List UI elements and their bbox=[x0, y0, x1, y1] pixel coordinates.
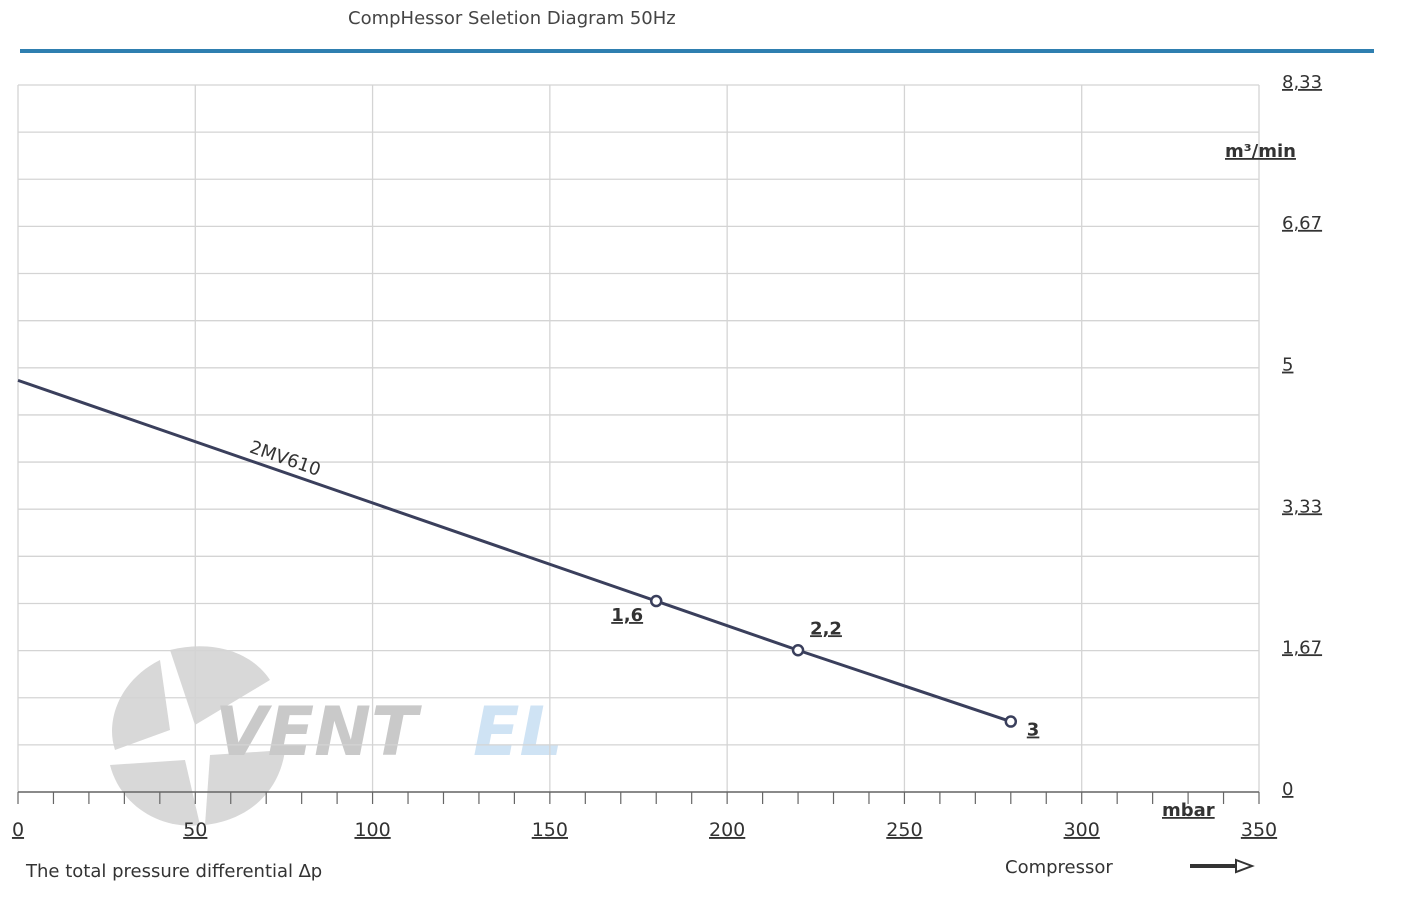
data-point bbox=[649, 594, 663, 608]
logo-text-right: EL bbox=[473, 693, 563, 772]
logo-text-left: VENT bbox=[215, 693, 422, 772]
y-tick-label: 0 bbox=[1282, 779, 1293, 800]
y-axis-unit: m³/min bbox=[1225, 141, 1296, 162]
y-tick-label: 8,33 bbox=[1282, 72, 1322, 93]
x-axis-description: The total pressure differential ∆p bbox=[26, 861, 323, 882]
title-accent-bar bbox=[20, 49, 1374, 53]
x-tick-label: 100 bbox=[354, 819, 390, 841]
x-tick-label: 250 bbox=[886, 819, 922, 841]
y-tick-label: 6,67 bbox=[1282, 213, 1322, 234]
compressor-arrow-icon bbox=[1190, 858, 1255, 874]
data-point-label: 2,2 bbox=[810, 618, 842, 639]
y-tick-label: 5 bbox=[1282, 355, 1293, 376]
chart-title: CompHessor Seletion Diagram 50Hz bbox=[348, 8, 676, 29]
x-tick-label: 350 bbox=[1241, 819, 1277, 841]
y-tick-label: 1,67 bbox=[1282, 637, 1322, 658]
x-tick-label: 300 bbox=[1064, 819, 1100, 841]
grid bbox=[17, 84, 1260, 793]
data-point bbox=[791, 644, 805, 657]
x-tick-label: 150 bbox=[532, 819, 568, 841]
data-point-label: 1,6 bbox=[611, 605, 643, 626]
x-tick-label: 50 bbox=[183, 819, 207, 841]
axis-ticks bbox=[17, 791, 1260, 804]
series-line-2mv610 bbox=[17, 378, 1012, 723]
y-tick-label: 3,33 bbox=[1282, 496, 1322, 517]
x-tick-label: 0 bbox=[12, 819, 24, 841]
compressor-label: Compressor bbox=[1005, 857, 1113, 878]
data-point-label: 3 bbox=[1027, 720, 1040, 741]
data-point bbox=[1004, 715, 1018, 728]
x-axis-unit: mbar bbox=[1162, 800, 1215, 821]
x-tick-label: 200 bbox=[709, 819, 745, 841]
